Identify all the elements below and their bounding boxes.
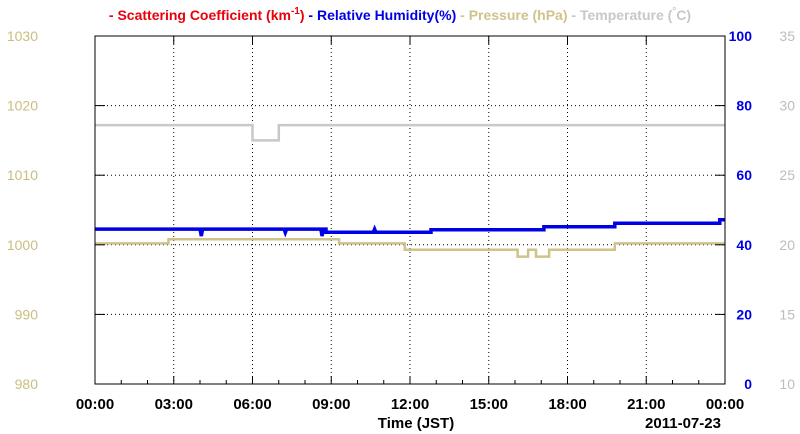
y-tick-label-humidity: 0 — [744, 376, 752, 392]
y-tick-label-pressure: 980 — [15, 376, 39, 392]
x-tick-label: 09:00 — [312, 396, 350, 413]
legend-marker-pressure: - — [456, 7, 468, 23]
legend-tail-scattering: ) — [300, 7, 305, 23]
x-tick-label: 00:00 — [76, 396, 114, 413]
x-tick-label: 21:00 — [627, 396, 665, 413]
legend-marker-humidity: - — [305, 7, 317, 23]
y-tick-label-pressure: 1020 — [7, 98, 38, 114]
y-tick-label-humidity: 20 — [736, 306, 752, 322]
legend-marker-temperature: - — [568, 7, 580, 23]
legend-marker-scattering: - — [109, 7, 118, 23]
y-tick-label-temperature: 35 — [779, 28, 795, 44]
legend-label-humidity: Relative Humidity(%) — [317, 7, 456, 23]
y-tick-label-temperature: 20 — [779, 237, 795, 253]
x-tick-label: 18:00 — [548, 396, 586, 413]
y-tick-label-humidity: 100 — [729, 28, 753, 44]
y-tick-label-pressure: 990 — [15, 306, 39, 322]
legend-superscript-scattering: -1 — [291, 6, 300, 17]
y-tick-label-temperature: 25 — [779, 167, 795, 183]
y-tick-label-humidity: 40 — [736, 237, 752, 253]
legend-tail-temperature: C) — [676, 7, 691, 23]
grid — [95, 36, 725, 384]
x-tick-label: 03:00 — [155, 396, 193, 413]
series-line-temperature — [95, 123, 725, 142]
x-axis-label: Time (JST) — [378, 415, 454, 432]
x-tick-label: 12:00 — [391, 396, 429, 413]
y-tick-label-temperature: 10 — [779, 376, 795, 392]
series-line-humidity — [95, 217, 725, 238]
legend: - Scattering Coefficient (km-1) - Relati… — [109, 6, 691, 23]
date-label: 2011-07-23 — [645, 415, 721, 432]
legend-label-temperature: Temperature ( — [580, 7, 673, 23]
y-tick-label-humidity: 80 — [736, 98, 752, 114]
axes: 00:00 03:00 06:00 09:00 12:00 15:00 18:00 21:00… — [7, 28, 795, 413]
legend-line: - Scattering Coefficient (km-1) - Relati… — [109, 6, 691, 23]
y-tick-label-pressure: 1000 — [7, 237, 38, 253]
series-line-pressure — [95, 237, 725, 258]
y-tick-label-temperature: 15 — [779, 306, 795, 322]
y-tick-label-humidity: 60 — [736, 167, 752, 183]
series-layer — [95, 123, 725, 258]
legend-label-pressure: Pressure (hPa) — [469, 7, 568, 23]
legend-label-scattering: Scattering Coefficient (km — [117, 7, 290, 23]
y-tick-label-temperature: 30 — [779, 98, 795, 114]
x-tick-label: 15:00 — [470, 396, 508, 413]
x-tick-label: 06:00 — [233, 396, 271, 413]
y-tick-label-pressure: 1030 — [7, 28, 38, 44]
x-tick-label: 00:00 — [706, 396, 744, 413]
y-tick-label-pressure: 1010 — [7, 167, 38, 183]
legend-superscript-temperature: ° — [672, 6, 676, 17]
